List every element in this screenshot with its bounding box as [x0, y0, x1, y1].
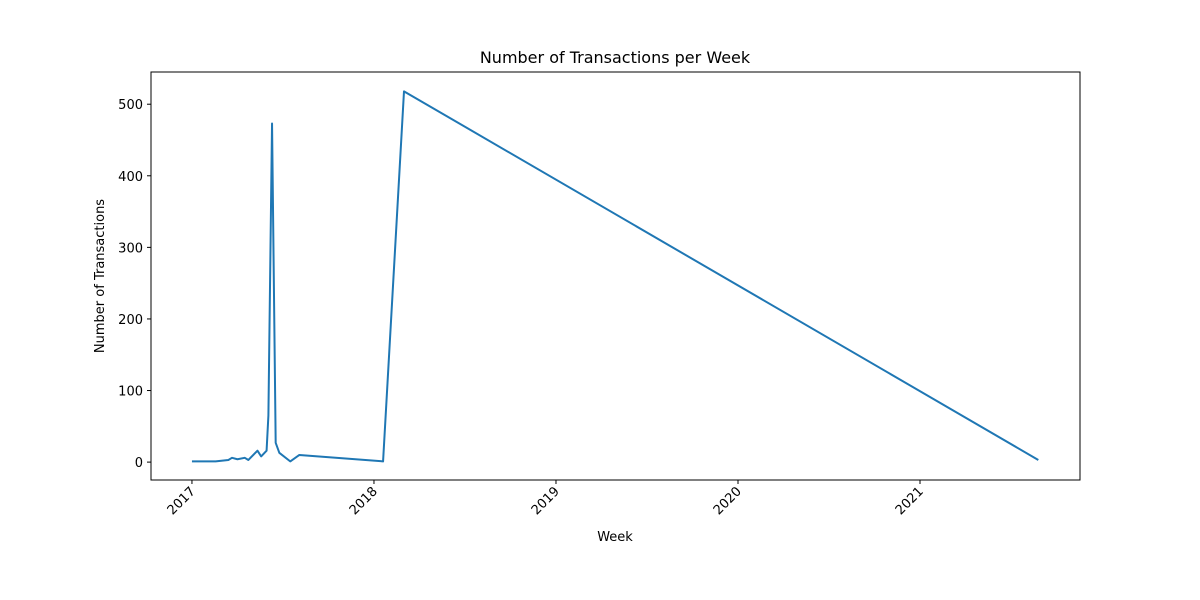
x-axis-label: Week — [597, 530, 633, 545]
y-tick-label: 500 — [118, 98, 143, 113]
y-tick-label: 0 — [135, 456, 143, 471]
y-tick-label: 300 — [118, 241, 143, 256]
y-tick-label: 200 — [118, 313, 143, 328]
x-tick-label: 2017 — [165, 484, 199, 518]
y-axis-label: Number of Transactions — [93, 199, 108, 353]
chart-title: Number of Transactions per Week — [480, 48, 751, 67]
line-series — [191, 90, 1039, 463]
y-tick-label: 100 — [118, 385, 143, 400]
x-tick-label: 2020 — [711, 484, 745, 518]
x-tick-label: 2018 — [347, 484, 381, 518]
x-tick-label: 2019 — [529, 484, 563, 518]
x-tick-label: 2021 — [893, 484, 927, 518]
plot-frame — [150, 71, 1081, 481]
y-tick-label: 400 — [118, 170, 143, 185]
